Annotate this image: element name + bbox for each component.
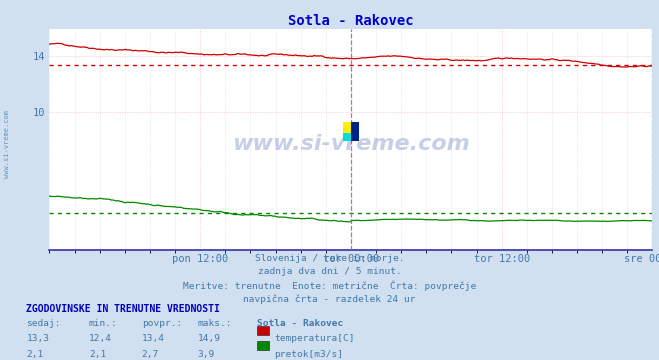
Text: 2,1: 2,1 bbox=[26, 350, 43, 359]
Text: min.:: min.: bbox=[89, 319, 118, 328]
Text: 2,1: 2,1 bbox=[89, 350, 106, 359]
Text: 13,4: 13,4 bbox=[142, 334, 165, 343]
Text: 13,3: 13,3 bbox=[26, 334, 49, 343]
Text: temperatura[C]: temperatura[C] bbox=[274, 334, 355, 343]
Text: pretok[m3/s]: pretok[m3/s] bbox=[274, 350, 343, 359]
Text: 3,9: 3,9 bbox=[198, 350, 215, 359]
Text: Sotla - Rakovec: Sotla - Rakovec bbox=[257, 319, 343, 328]
Text: sedaj:: sedaj: bbox=[26, 319, 61, 328]
Text: www.si-vreme.com: www.si-vreme.com bbox=[232, 134, 470, 154]
Text: zadnja dva dni / 5 minut.: zadnja dva dni / 5 minut. bbox=[258, 267, 401, 276]
Text: maks.:: maks.: bbox=[198, 319, 232, 328]
Text: 14,9: 14,9 bbox=[198, 334, 221, 343]
Text: ZGODOVINSKE IN TRENUTNE VREDNOSTI: ZGODOVINSKE IN TRENUTNE VREDNOSTI bbox=[26, 304, 220, 314]
Text: 12,4: 12,4 bbox=[89, 334, 112, 343]
Text: Meritve: trenutne  Enote: metrične  Črta: povprečje: Meritve: trenutne Enote: metrične Črta: … bbox=[183, 281, 476, 291]
Text: www.si-vreme.com: www.si-vreme.com bbox=[3, 110, 10, 178]
Text: Slovenija / reke in morje.: Slovenija / reke in morje. bbox=[255, 254, 404, 263]
Title: Sotla - Rakovec: Sotla - Rakovec bbox=[288, 14, 414, 28]
Text: navpična črta - razdelek 24 ur: navpična črta - razdelek 24 ur bbox=[243, 294, 416, 303]
Text: povpr.:: povpr.: bbox=[142, 319, 182, 328]
Text: 2,7: 2,7 bbox=[142, 350, 159, 359]
